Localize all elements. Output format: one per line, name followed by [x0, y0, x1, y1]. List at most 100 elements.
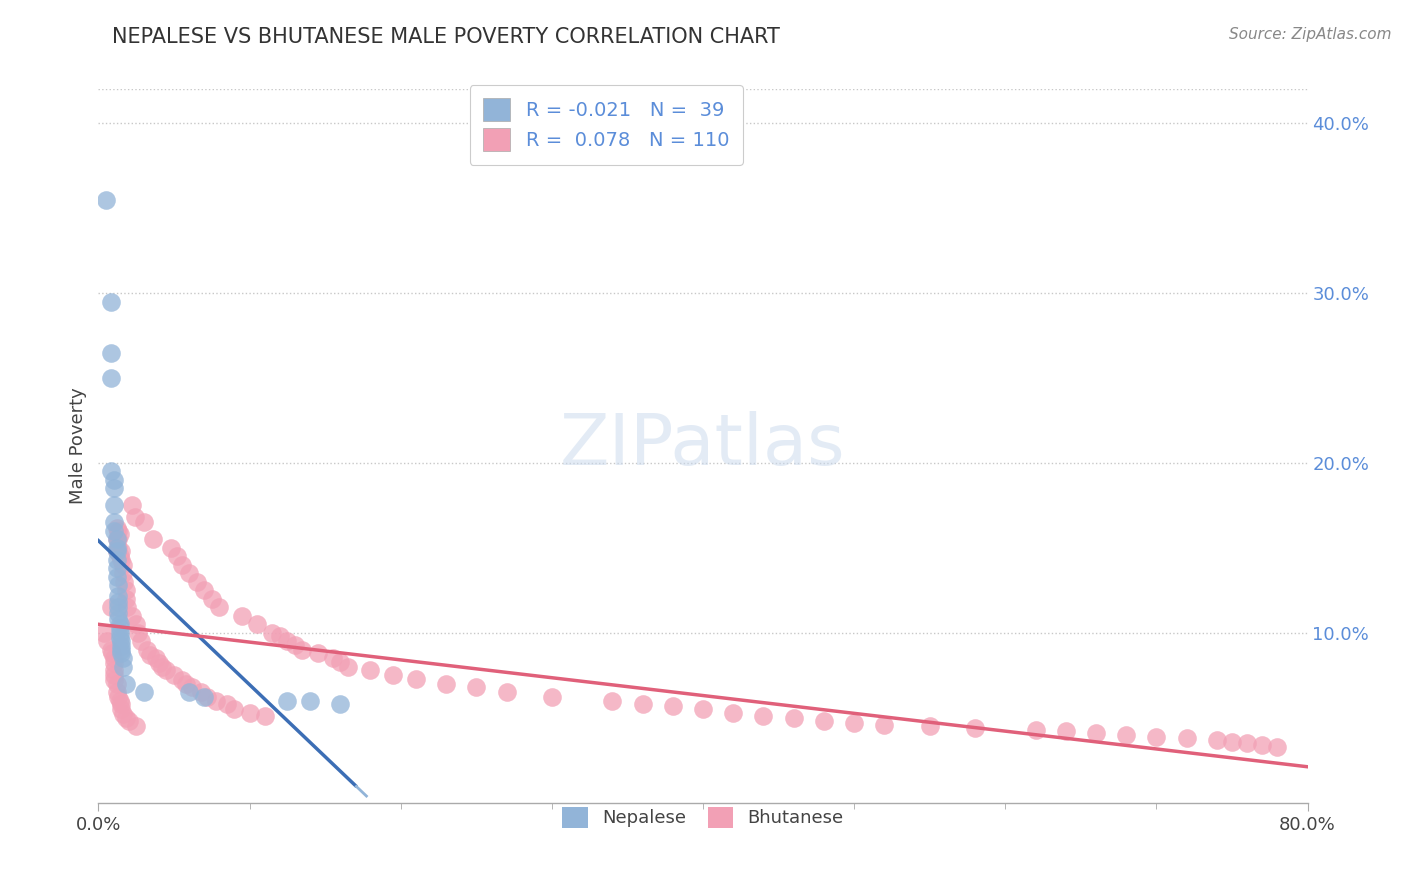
- Point: [115, 600, 138, 615]
- Point: [190, 685, 212, 699]
- Point: [1054, 724, 1077, 739]
- Point: [107, 612, 129, 626]
- Point: [269, 629, 291, 643]
- Point: [179, 685, 201, 699]
- Point: [105, 544, 128, 558]
- Point: [692, 702, 714, 716]
- Point: [1175, 731, 1198, 746]
- Point: [110, 702, 132, 716]
- Point: [100, 294, 122, 309]
- Text: ZIPatlas: ZIPatlas: [560, 411, 846, 481]
- Point: [103, 668, 125, 682]
- Point: [186, 574, 208, 589]
- Point: [108, 527, 131, 541]
- Point: [96, 634, 118, 648]
- Point: [100, 345, 122, 359]
- Point: [299, 694, 322, 708]
- Point: [103, 663, 125, 677]
- Point: [170, 558, 193, 572]
- Point: [1144, 730, 1167, 744]
- Point: [108, 694, 131, 708]
- Point: [114, 591, 136, 606]
- Point: [103, 673, 125, 688]
- Point: [132, 685, 155, 699]
- Point: [107, 606, 129, 620]
- Point: [105, 533, 128, 547]
- Point: [329, 698, 352, 712]
- Point: [108, 617, 131, 632]
- Point: [100, 371, 122, 385]
- Point: [382, 668, 405, 682]
- Point: [284, 638, 307, 652]
- Text: Source: ZipAtlas.com: Source: ZipAtlas.com: [1229, 27, 1392, 42]
- Point: [918, 719, 941, 733]
- Point: [813, 714, 835, 729]
- Point: [752, 709, 775, 723]
- Point: [163, 668, 186, 682]
- Point: [276, 694, 298, 708]
- Point: [107, 595, 129, 609]
- Point: [215, 698, 238, 712]
- Point: [291, 643, 314, 657]
- Point: [107, 600, 129, 615]
- Point: [110, 698, 132, 712]
- Point: [110, 643, 132, 657]
- Point: [114, 677, 136, 691]
- Point: [139, 648, 162, 662]
- Point: [142, 533, 165, 547]
- Point: [105, 520, 128, 534]
- Point: [125, 617, 148, 632]
- Point: [103, 482, 125, 496]
- Point: [1024, 723, 1046, 737]
- Point: [108, 631, 131, 645]
- Point: [112, 574, 135, 589]
- Point: [193, 583, 215, 598]
- Point: [276, 634, 298, 648]
- Point: [127, 626, 149, 640]
- Point: [405, 672, 427, 686]
- Point: [110, 646, 132, 660]
- Point: [205, 694, 228, 708]
- Point: [108, 549, 131, 564]
- Point: [329, 655, 352, 669]
- Point: [100, 465, 122, 479]
- Point: [148, 657, 170, 671]
- Point: [105, 541, 128, 555]
- Point: [307, 646, 329, 660]
- Point: [110, 544, 132, 558]
- Point: [103, 516, 125, 530]
- Point: [661, 698, 683, 713]
- Point: [135, 643, 157, 657]
- Point: [121, 499, 143, 513]
- Point: [155, 663, 177, 677]
- Point: [465, 680, 488, 694]
- Point: [360, 663, 382, 677]
- Point: [111, 660, 134, 674]
- Point: [1115, 728, 1137, 742]
- Point: [105, 533, 128, 547]
- Point: [1251, 738, 1274, 752]
- Text: NEPALESE VS BHUTANESE MALE POVERTY CORRELATION CHART: NEPALESE VS BHUTANESE MALE POVERTY CORRE…: [112, 27, 780, 46]
- Point: [193, 690, 215, 705]
- Point: [103, 651, 125, 665]
- Point: [844, 715, 866, 730]
- Point: [107, 533, 129, 547]
- Point: [110, 640, 132, 654]
- Point: [101, 646, 124, 660]
- Point: [631, 698, 654, 712]
- Point: [93, 626, 115, 640]
- Point: [111, 558, 134, 572]
- Point: [434, 677, 457, 691]
- Point: [107, 524, 129, 538]
- Legend: Nepalese, Bhutanese: Nepalese, Bhutanese: [554, 797, 852, 837]
- Point: [179, 566, 201, 581]
- Point: [118, 714, 141, 729]
- Point: [129, 634, 152, 648]
- Point: [100, 643, 122, 657]
- Point: [107, 541, 129, 555]
- Point: [105, 544, 128, 558]
- Point: [495, 685, 517, 699]
- Point: [965, 721, 987, 735]
- Point: [108, 621, 131, 635]
- Point: [125, 719, 148, 733]
